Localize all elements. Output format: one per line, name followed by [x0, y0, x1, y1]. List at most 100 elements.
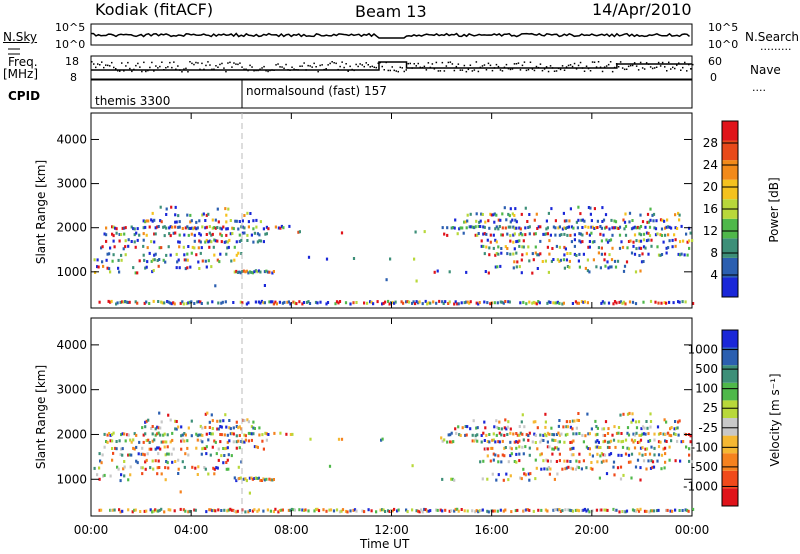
power-cell — [122, 300, 125, 304]
freq-point — [373, 66, 375, 68]
velocity-cell — [504, 508, 507, 512]
power-cell — [521, 253, 524, 257]
freq-point — [601, 70, 604, 73]
velocity-cell — [120, 433, 123, 437]
power-cell — [600, 246, 603, 250]
velocity-cell — [205, 510, 208, 514]
velocity-cell — [566, 432, 569, 436]
power-cell — [654, 233, 658, 237]
power-cell — [269, 300, 272, 304]
power-cell — [571, 302, 574, 305]
velocity-cell — [190, 434, 193, 438]
power-cell — [259, 301, 262, 305]
power-cell — [193, 302, 196, 305]
velocity-cell — [263, 478, 266, 482]
power-cell — [173, 302, 176, 306]
velocity-cell — [115, 440, 118, 443]
velocity-cell — [668, 433, 671, 437]
velocity-cell — [411, 464, 414, 468]
velocity-cell — [142, 440, 145, 444]
power-cell — [580, 300, 583, 304]
power-cell — [652, 219, 655, 223]
velocity-cell — [338, 510, 342, 514]
velocity-cell — [635, 426, 639, 430]
power-cell — [660, 301, 663, 305]
power-cell — [165, 207, 168, 211]
velocity-cell — [201, 426, 204, 430]
velocity-cell — [457, 425, 460, 429]
freq-point — [299, 65, 301, 67]
power-cell — [256, 270, 259, 274]
power-cell — [125, 300, 128, 304]
velocity-cell — [555, 460, 558, 463]
power-cell — [581, 240, 584, 244]
velocity-cell — [590, 461, 593, 464]
freq-point — [363, 65, 365, 68]
power-cell — [247, 220, 250, 224]
velocity-cell — [165, 440, 168, 444]
velocity-cell — [253, 427, 256, 430]
freq-point — [455, 65, 458, 68]
velocity-cell — [204, 447, 207, 450]
velocity-cell — [621, 510, 624, 513]
power-cell — [212, 245, 215, 249]
power-cell — [151, 270, 154, 274]
power-cell — [424, 299, 427, 303]
power-cell — [117, 258, 120, 262]
power-cell — [101, 245, 104, 249]
power-cell — [175, 252, 178, 256]
power-cell — [563, 226, 566, 230]
power-cell — [213, 253, 216, 257]
velocity-cell — [205, 452, 208, 456]
velocity-cell — [608, 453, 611, 457]
power-cell — [572, 226, 575, 230]
freq-point — [684, 61, 686, 64]
power-cell — [263, 284, 266, 287]
power-cell — [111, 259, 114, 263]
freq-point — [189, 61, 191, 63]
power-cell — [546, 245, 549, 249]
power-cell — [509, 239, 512, 243]
velocity-cell — [522, 467, 525, 471]
velocity-cell — [570, 440, 573, 444]
velocity-cell — [474, 434, 477, 438]
power-cell — [651, 213, 654, 217]
freq-point — [97, 63, 99, 65]
velocity-cell — [102, 474, 105, 478]
power-cell — [615, 301, 618, 305]
velocity-cell — [396, 509, 399, 513]
velocity-cell — [689, 434, 692, 438]
power-cell — [601, 206, 604, 210]
power-cell — [624, 233, 628, 237]
power-cell — [586, 301, 589, 305]
power-cell — [460, 301, 463, 305]
power-cell — [178, 233, 181, 237]
velocity-cell — [493, 425, 496, 429]
velocity-cell — [367, 508, 370, 512]
power-cell — [527, 226, 530, 229]
power-cell — [305, 300, 309, 304]
freq-point — [635, 65, 638, 67]
power-cell — [524, 233, 527, 237]
velocity-cell — [665, 440, 668, 443]
velocity-cell — [622, 510, 626, 514]
power-cell — [573, 252, 576, 256]
velocity-cell — [212, 508, 215, 512]
power-cell — [494, 227, 497, 231]
velocity-cell — [648, 439, 652, 443]
power-cell — [408, 300, 411, 304]
velocity-cell — [250, 476, 253, 480]
power-cell — [255, 225, 258, 229]
power-cell — [612, 226, 616, 230]
power-cell — [666, 218, 669, 222]
power-cell — [509, 225, 512, 229]
power-cell — [568, 259, 571, 263]
velocity-cell — [671, 509, 674, 513]
power-cell — [235, 253, 238, 257]
velocity-cell — [166, 445, 169, 449]
velocity-cell — [577, 509, 580, 513]
power-cell — [429, 301, 432, 305]
power-cell — [120, 253, 123, 257]
power-cell — [564, 226, 567, 230]
power-cell — [470, 225, 473, 229]
